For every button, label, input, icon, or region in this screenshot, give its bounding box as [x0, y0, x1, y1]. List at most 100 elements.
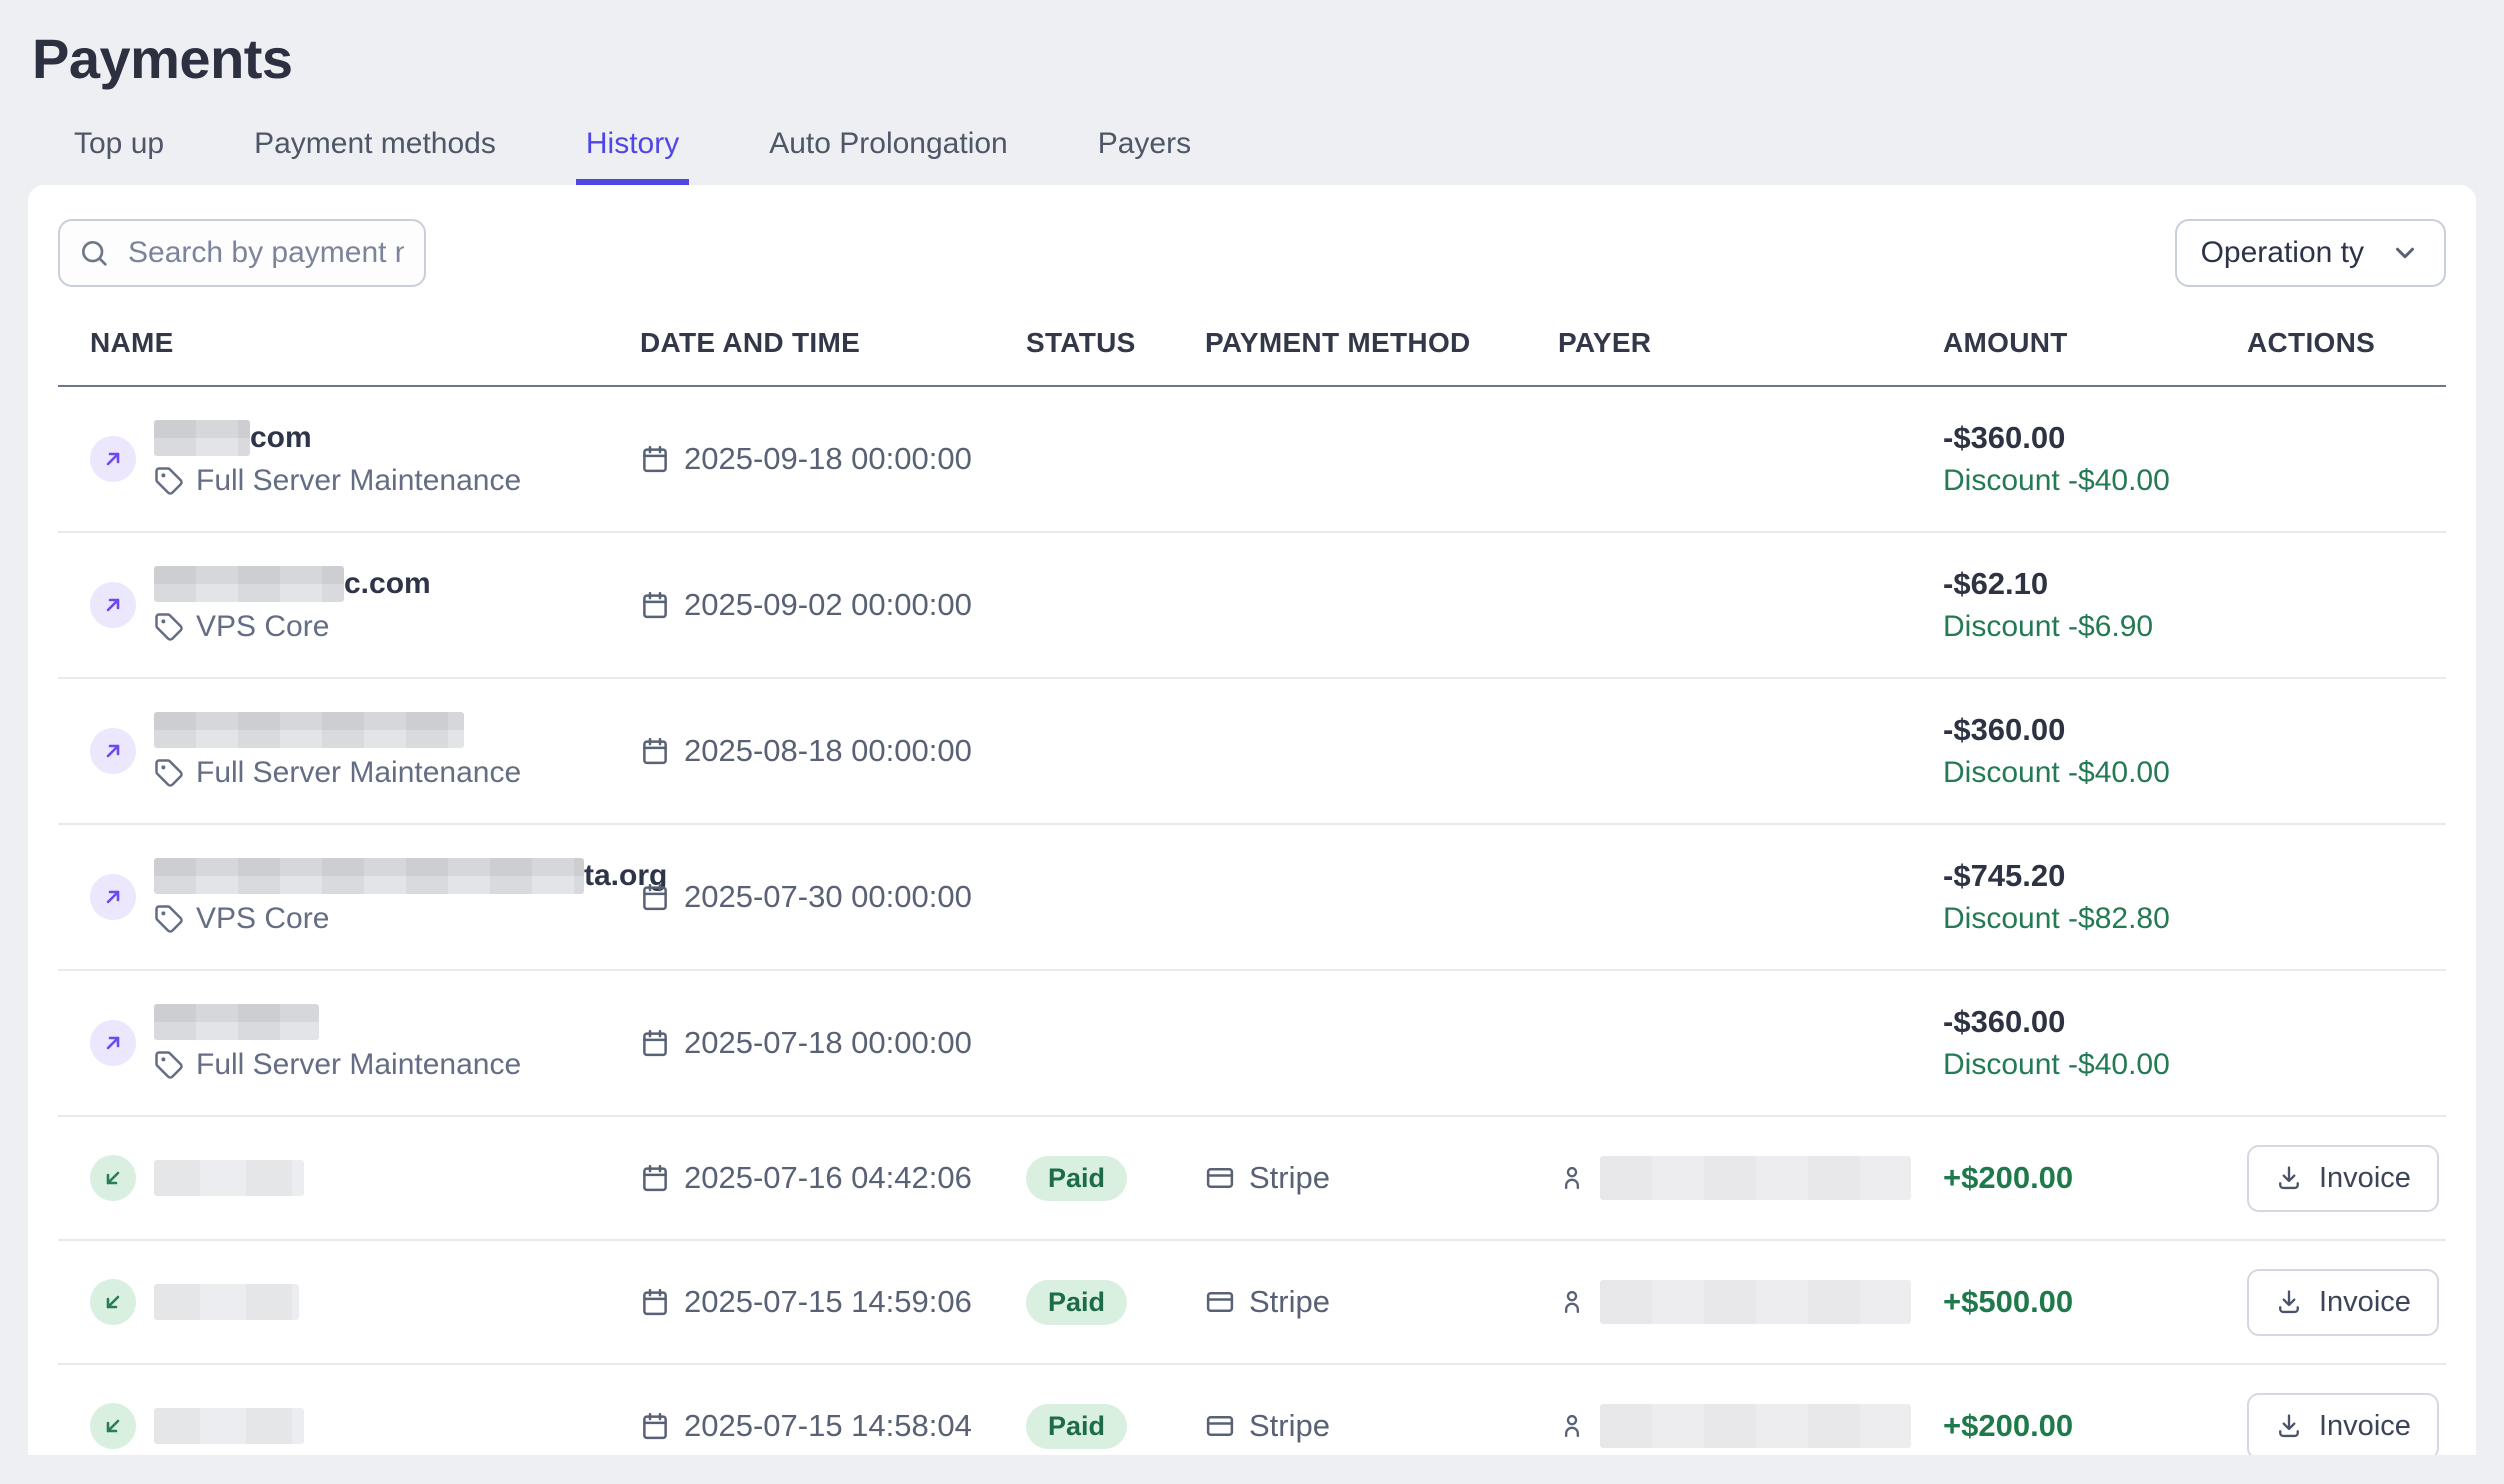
tab-payers[interactable]: Payers	[1097, 127, 1192, 160]
table-row: Full Server Maintenance 2025-07-18 00:00…	[58, 971, 2446, 1117]
redacted-name	[154, 1160, 304, 1196]
operation-type-dropdown[interactable]: Operation ty	[2174, 219, 2446, 287]
tab-bar: Top up Payment methods History Auto Prol…	[64, 121, 2504, 185]
table-toolbar: Operation ty	[58, 219, 2446, 287]
download-icon	[2275, 1164, 2303, 1192]
calendar-icon	[640, 1028, 670, 1058]
person-icon	[1558, 1288, 1586, 1316]
service-name-cell[interactable]: ta.org VPS Core	[58, 858, 667, 936]
table-row: Full Server Maintenance 2025-08-18 00:00…	[58, 679, 2446, 825]
person-icon	[1558, 1412, 1586, 1440]
datetime-text: 2025-09-18 00:00:00	[684, 441, 972, 476]
datetime-text: 2025-07-16 04:42:06	[684, 1160, 972, 1195]
search-input[interactable]	[126, 235, 406, 271]
history-panel: Operation ty NAME DATE AND TIME STATUS P…	[28, 185, 2476, 1455]
search-icon	[78, 237, 110, 269]
column-header-name: NAME	[90, 327, 174, 358]
tag-icon	[154, 466, 184, 496]
datetime-text: 2025-07-15 14:58:04	[684, 1408, 972, 1443]
invoice-download-button[interactable]: Invoice	[2247, 1392, 2439, 1455]
outgoing-arrow-icon	[90, 436, 136, 482]
payment-name-cell	[58, 1403, 608, 1449]
redacted-name	[154, 858, 584, 894]
service-label: Full Server Maintenance	[196, 1048, 522, 1081]
redacted-payer	[1600, 1404, 1911, 1448]
calendar-icon	[640, 1287, 670, 1317]
search-box[interactable]	[58, 219, 426, 287]
discount-value: Discount -$40.00	[1943, 755, 2170, 789]
discount-value: Discount -$82.80	[1943, 901, 2170, 935]
status-badge: Paid	[1026, 1279, 1128, 1325]
payment-name-cell	[58, 1155, 608, 1201]
table-row: com Full Server Maintenance 2025-09-18 0…	[58, 387, 2446, 533]
payment-method-text: Stripe	[1249, 1284, 1330, 1319]
calendar-icon	[640, 736, 670, 766]
datetime-text: 2025-07-30 00:00:00	[684, 879, 972, 914]
redacted-name	[154, 1004, 319, 1040]
service-name-cell[interactable]: Full Server Maintenance	[58, 1004, 608, 1082]
row-name	[154, 712, 521, 748]
download-icon	[2275, 1412, 2303, 1440]
amount-value: +$200.00	[1943, 1159, 2074, 1195]
column-header-status: STATUS	[1026, 327, 1136, 358]
tag-icon	[154, 1050, 184, 1080]
datetime-text: 2025-09-02 00:00:00	[684, 587, 972, 622]
person-icon	[1558, 1164, 1586, 1192]
row-name: com	[154, 420, 521, 456]
discount-value: Discount -$40.00	[1943, 463, 2170, 497]
invoice-download-button[interactable]: Invoice	[2247, 1144, 2439, 1212]
amount-value: -$360.00	[1943, 420, 2066, 456]
invoice-button-label: Invoice	[2319, 1161, 2411, 1194]
invoice-download-button[interactable]: Invoice	[2247, 1268, 2439, 1336]
amount-value: -$360.00	[1943, 712, 2066, 748]
tag-icon	[154, 758, 184, 788]
column-header-amount: AMOUNT	[1943, 327, 2068, 358]
download-icon	[2275, 1288, 2303, 1316]
service-label: VPS Core	[196, 610, 330, 643]
tab-payment-methods[interactable]: Payment methods	[254, 127, 496, 160]
status-badge: Paid	[1026, 1403, 1128, 1449]
page-title: Payments	[32, 27, 293, 90]
amount-value: +$200.00	[1943, 1407, 2074, 1443]
incoming-arrow-icon	[90, 1279, 136, 1325]
column-header-payment-method: PAYMENT METHOD	[1205, 327, 1471, 358]
outgoing-arrow-icon	[90, 728, 136, 774]
tab-auto-prolongation[interactable]: Auto Prolongation	[769, 127, 1008, 160]
column-header-payer: PAYER	[1558, 327, 1652, 358]
amount-value: -$745.20	[1943, 858, 2066, 894]
credit-card-icon	[1205, 1287, 1235, 1317]
table-row: 2025-07-15 14:59:06 Paid Stripe +$500.00…	[58, 1241, 2446, 1365]
incoming-arrow-icon	[90, 1403, 136, 1449]
service-name-cell[interactable]: Full Server Maintenance	[58, 712, 608, 790]
incoming-arrow-icon	[90, 1155, 136, 1201]
status-badge: Paid	[1026, 1155, 1128, 1201]
service-label: VPS Core	[196, 902, 330, 935]
operation-type-label: Operation ty	[2200, 236, 2364, 269]
calendar-icon	[640, 882, 670, 912]
tag-icon	[154, 904, 184, 934]
redacted-name	[154, 566, 344, 602]
redacted-name	[154, 1284, 299, 1320]
row-name	[154, 1004, 521, 1040]
row-name: ta.org	[154, 858, 667, 894]
service-name-cell[interactable]: com Full Server Maintenance	[58, 420, 608, 498]
calendar-icon	[640, 1411, 670, 1441]
invoice-button-label: Invoice	[2319, 1409, 2411, 1442]
tag-icon	[154, 612, 184, 642]
calendar-icon	[640, 1163, 670, 1193]
tab-history[interactable]: History	[575, 121, 690, 185]
payment-method-text: Stripe	[1249, 1408, 1330, 1443]
table-row: 2025-07-16 04:42:06 Paid Stripe +$200.00…	[58, 1117, 2446, 1241]
payment-method-text: Stripe	[1249, 1160, 1330, 1195]
amount-value: -$360.00	[1943, 1004, 2066, 1040]
service-label: Full Server Maintenance	[196, 756, 522, 789]
discount-value: Discount -$6.90	[1943, 609, 2154, 643]
invoice-button-label: Invoice	[2319, 1285, 2411, 1318]
credit-card-icon	[1205, 1163, 1235, 1193]
datetime-text: 2025-07-18 00:00:00	[684, 1025, 972, 1060]
column-header-date: DATE AND TIME	[640, 327, 861, 358]
discount-value: Discount -$40.00	[1943, 1047, 2170, 1081]
tab-top-up[interactable]: Top up	[74, 127, 165, 160]
outgoing-arrow-icon	[90, 1020, 136, 1066]
service-name-cell[interactable]: c.com VPS Core	[58, 566, 608, 644]
